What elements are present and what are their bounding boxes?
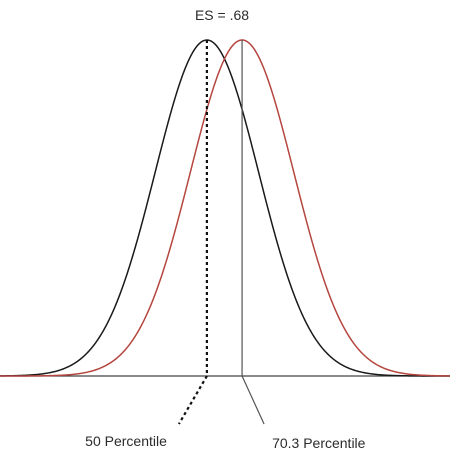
marker-label-2: 70.3 Percentile [272,435,366,451]
series-layer [0,39,450,377]
chart-title: ES = .68 [195,7,249,23]
marker-label-1: 50 Percentile [85,433,167,449]
label-layer: 50 Percentile 70.3 Percentile [85,433,365,451]
marker-leader-2 [241,375,265,425]
marker-layer [177,40,265,425]
distribution-curve-2 [0,39,450,377]
marker-leader-1 [177,375,208,425]
distribution-curve-1 [0,39,450,377]
